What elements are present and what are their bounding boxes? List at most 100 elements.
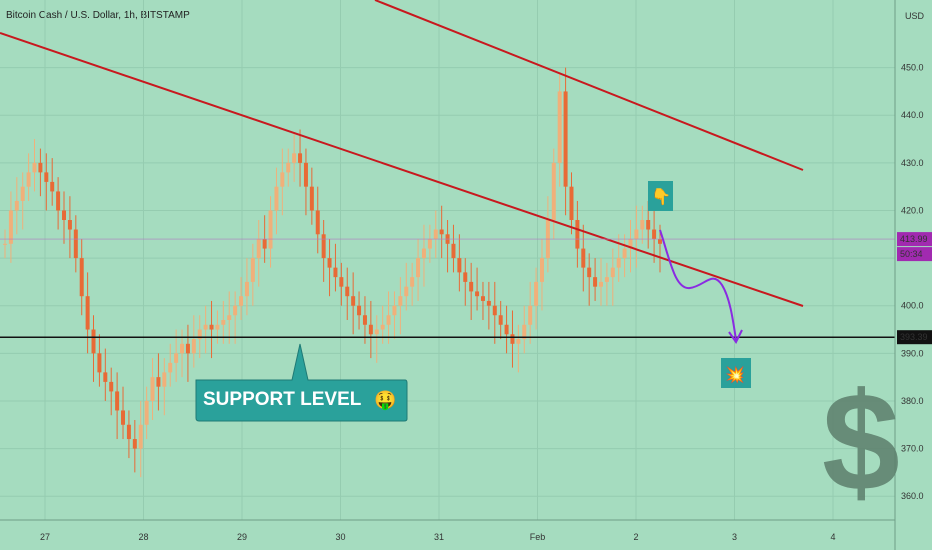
candle-body — [510, 334, 515, 344]
candle-body — [227, 315, 232, 320]
candle-body — [309, 186, 314, 211]
candle-body — [658, 239, 662, 244]
candle-body — [427, 239, 432, 249]
candle-body — [56, 191, 61, 211]
candle-body — [126, 424, 131, 440]
candle-body — [380, 324, 385, 330]
candle-body — [421, 248, 426, 259]
price-tick: 430.0 — [901, 158, 924, 168]
candle-body — [280, 172, 285, 187]
grid — [0, 0, 895, 520]
candle-body — [398, 296, 403, 306]
candle-body — [498, 315, 503, 325]
candle-body — [292, 153, 297, 163]
candle-body — [274, 186, 279, 211]
candle-body — [262, 239, 267, 249]
collision-icon: 💥 — [725, 365, 745, 384]
time-tick: 3 — [732, 532, 737, 542]
candle-body — [457, 258, 462, 273]
candle-body — [404, 286, 409, 297]
currency-label: USD — [905, 11, 925, 21]
candle-body — [357, 305, 362, 316]
candle-body — [14, 200, 19, 211]
candle-body — [439, 229, 444, 235]
candle-body — [362, 315, 367, 325]
candle-body — [416, 258, 421, 278]
candle-body — [215, 324, 220, 330]
candle-body — [634, 229, 639, 240]
forecast-arrow — [659, 229, 737, 341]
candle-body — [463, 272, 468, 282]
candle-body — [504, 324, 509, 335]
lower-trendline — [0, 32, 804, 307]
candle-body — [433, 229, 438, 240]
candle-body — [368, 324, 373, 335]
candle-body — [144, 400, 149, 425]
candle-body — [327, 258, 332, 268]
money-face-icon: 🤑 — [374, 390, 396, 411]
countdown-tag: 50:34 — [900, 249, 923, 259]
candle-body — [197, 329, 202, 340]
candle-body — [97, 353, 102, 373]
support-price-tag: 393.39 — [900, 332, 928, 342]
time-tick: 31 — [434, 532, 444, 542]
candle-body — [185, 343, 190, 354]
support-callout — [195, 343, 408, 422]
candle-body — [315, 210, 320, 235]
candle-body — [244, 281, 249, 297]
candle-body — [209, 324, 214, 330]
candle-body — [85, 296, 90, 330]
candle-body — [475, 291, 480, 297]
candle-body — [50, 181, 55, 192]
candle-body — [551, 162, 556, 220]
trendlines — [0, 0, 895, 338]
candle-body — [138, 424, 143, 449]
candle-body — [79, 258, 84, 297]
time-tick: 28 — [138, 532, 148, 542]
candle-body — [587, 267, 592, 278]
candle-body — [286, 162, 291, 173]
candle-body — [32, 162, 37, 173]
candles — [3, 67, 662, 478]
price-tick: 440.0 — [901, 110, 924, 120]
time-tick: Feb — [530, 532, 546, 542]
candle-body — [44, 172, 49, 182]
time-tick: 2 — [633, 532, 638, 542]
candle-body — [268, 210, 273, 249]
price-axis: 360.0370.0380.0390.0400.0410.0420.0430.0… — [894, 0, 932, 550]
candle-body — [646, 220, 651, 230]
candle-body — [132, 439, 137, 449]
price-tick: 390.0 — [901, 348, 924, 358]
candle-body — [168, 362, 173, 373]
candle-body — [386, 315, 391, 325]
support-price-tag-bg — [897, 330, 932, 345]
price-tick: 400.0 — [901, 301, 924, 311]
price-tick: 380.0 — [901, 396, 924, 406]
current-price-tag: 413.99 — [900, 234, 928, 244]
candle-body — [303, 162, 308, 187]
candle-body — [581, 248, 586, 268]
forecast-arrowhead — [728, 329, 743, 344]
candle-body — [616, 258, 621, 268]
upper-trendline — [374, 0, 804, 171]
candle-body — [410, 277, 415, 287]
candle-body — [563, 91, 568, 187]
candle-body — [486, 300, 491, 306]
candle-body — [539, 258, 544, 282]
chart-title: Bitcoin Cash / U.S. Dollar, 1h, BITSTAMP — [6, 10, 190, 21]
candle-body — [351, 296, 356, 306]
candle-body — [298, 153, 303, 163]
candle-body — [115, 391, 120, 411]
time-axis: 27 28 29 30 31 Feb 2 3 4 — [0, 519, 895, 542]
candle-body — [20, 186, 25, 201]
candle-body — [469, 281, 474, 292]
candle-body — [374, 329, 379, 335]
candle-body — [333, 267, 338, 278]
candle-body — [221, 320, 226, 325]
candle-body — [180, 343, 185, 354]
candle-body — [3, 243, 7, 245]
candle-body — [451, 243, 456, 259]
candle-body — [610, 267, 615, 278]
candle-body — [26, 172, 31, 187]
